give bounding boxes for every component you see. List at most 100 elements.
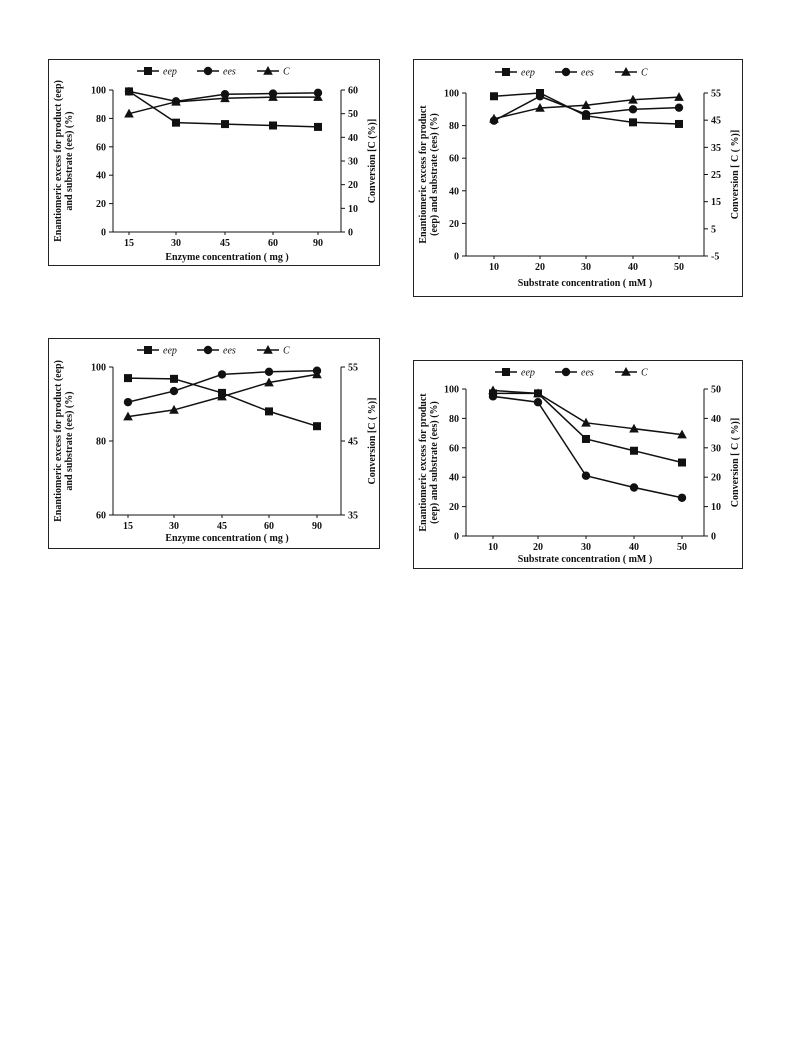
- legend-item-eep: eep: [495, 368, 535, 379]
- x-tick-label: 30: [581, 542, 591, 553]
- legend-label: ees: [223, 346, 236, 357]
- y-axis-label-left: Enantiomeric excess for product: [418, 393, 429, 532]
- y-axis-label-left: (eep) and substrate (ees) (%): [429, 401, 440, 524]
- data-point-C: [124, 108, 134, 118]
- data-point-C: [581, 417, 591, 427]
- legend-marker-eep: [502, 368, 510, 376]
- y-tick-label-right: 40: [711, 414, 721, 425]
- y-axis-label-left: Enantiomeric excess for product (eep): [53, 80, 64, 242]
- y-axis-label-left: and substrate (ees) (%): [64, 111, 75, 210]
- y-axis-label-left: Enantiomeric excess for product: [418, 105, 429, 244]
- y-axis-label-right: Conversion [ C ( %)]: [730, 418, 741, 507]
- x-tick-label: 90: [312, 521, 322, 532]
- data-point-eep: [170, 374, 178, 383]
- series-line-eep: [127, 377, 318, 427]
- legend-label: ees: [581, 68, 594, 79]
- data-point-eep: [490, 92, 498, 101]
- y-tick-label-left: 0: [454, 252, 459, 263]
- data-point-eep: [314, 122, 322, 131]
- y-tick-label-left: 60: [449, 154, 459, 165]
- y-tick-label-right: 10: [348, 204, 358, 215]
- chart-panel-2: 0 20 40 60 80 100 -5 5 15 25 35 45 55 10 20 30 40 50 Subst…: [413, 59, 743, 297]
- y-tick-label-left: 0: [101, 228, 106, 239]
- x-axis-label: Enzyme concentration ( mg ): [165, 533, 288, 544]
- legend-marker-C: [263, 345, 273, 354]
- y-tick-label-right: 0: [348, 228, 353, 239]
- y-tick-label-left: 60: [96, 142, 106, 153]
- y-tick-label-right: 30: [348, 157, 358, 168]
- y-tick-label-left: 20: [96, 199, 106, 210]
- x-tick-label: 45: [220, 238, 230, 249]
- y-tick-label-left: 100: [444, 385, 459, 396]
- legend-item-ees: ees: [197, 346, 236, 357]
- data-point-C: [313, 92, 323, 101]
- y-axis-label-left: (eep) and substrate (ees) (%): [429, 113, 440, 236]
- y-tick-label-right: 10: [711, 502, 721, 513]
- data-point-eep: [221, 120, 229, 129]
- legend-label: C: [283, 67, 290, 78]
- y-tick-label-right: 55: [711, 89, 721, 100]
- y-axis-label-right: Conversion [C (%)]: [367, 119, 378, 203]
- y-tick-label-right: 30: [711, 443, 721, 454]
- y-tick-label-left: 100: [444, 89, 459, 100]
- data-point-C: [488, 385, 498, 395]
- data-point-C: [628, 94, 638, 104]
- x-tick-label: 40: [629, 542, 639, 553]
- legend-label: C: [283, 346, 290, 357]
- legend-label: C: [641, 368, 648, 379]
- x-tick-label: 20: [533, 542, 543, 553]
- legend-label: ees: [581, 368, 594, 379]
- y-axis-label-left: and substrate (ees) (%): [64, 391, 75, 490]
- data-point-C: [123, 411, 133, 421]
- data-point-eep: [678, 458, 686, 467]
- x-tick-label: 30: [581, 262, 591, 273]
- x-axis-label: Enzyme concentration ( mg ): [165, 252, 288, 263]
- legend-label: eep: [163, 346, 177, 357]
- y-tick-label-left: 100: [91, 86, 106, 97]
- data-point-C: [581, 100, 591, 110]
- data-point-ees: [581, 109, 591, 119]
- x-axis-label: Substrate concentration ( mM ): [518, 278, 652, 289]
- legend-item-C: C: [615, 367, 648, 379]
- legend-marker-C: [263, 66, 273, 75]
- x-tick-label: 50: [677, 542, 687, 553]
- legend-item-ees: ees: [197, 67, 236, 78]
- legend-label: eep: [521, 68, 535, 79]
- y-tick-label-right: 60: [348, 86, 358, 97]
- y-tick-label-right: 20: [711, 473, 721, 484]
- data-point-C: [220, 93, 230, 103]
- data-point-C: [535, 102, 545, 112]
- y-axis-label-right: Conversion [C ( %)]: [367, 398, 378, 485]
- x-tick-label: 30: [169, 521, 179, 532]
- series-line-C: [492, 389, 683, 436]
- y-tick-label-left: 80: [449, 121, 459, 132]
- chart-2: 0 20 40 60 80 100 -5 5 15 25 35 45 55 10 20 30 40 50 Subst…: [418, 67, 741, 289]
- legend-label: eep: [521, 368, 535, 379]
- x-tick-label: 60: [268, 238, 278, 249]
- y-tick-label-left: 40: [449, 186, 459, 197]
- x-tick-label: 60: [264, 521, 274, 532]
- y-tick-label-right: 35: [711, 143, 721, 154]
- legend-marker-ees: [561, 367, 571, 377]
- legend-item-eep: eep: [137, 346, 177, 357]
- legend-marker-ees: [203, 345, 213, 355]
- y-tick-label-left: 0: [454, 532, 459, 543]
- data-point-C: [312, 369, 322, 379]
- y-tick-label-right: -5: [711, 252, 719, 263]
- x-axis-label: Substrate concentration ( mM ): [518, 554, 652, 565]
- series-line-eep: [493, 392, 683, 464]
- x-tick-label: 10: [488, 542, 498, 553]
- y-tick-label-right: 55: [348, 363, 358, 374]
- chart-1: 0 20 40 60 80 100 0 10 20 30 40 50 60 15 30 45 60 90 Enzym…: [53, 66, 378, 263]
- legend-item-eep: eep: [137, 67, 177, 78]
- data-point-ees: [677, 493, 687, 502]
- data-point-C: [674, 92, 684, 101]
- legend-marker-eep: [144, 67, 152, 75]
- legend-label: eep: [163, 67, 177, 78]
- y-tick-label-left: 80: [449, 414, 459, 425]
- y-axis-label-left: Enantiomeric excess for product (eep): [53, 360, 64, 522]
- y-tick-label-left: 60: [449, 443, 459, 454]
- legend-label: ees: [223, 67, 236, 78]
- y-tick-label-left: 20: [449, 219, 459, 230]
- x-tick-label: 45: [217, 521, 227, 532]
